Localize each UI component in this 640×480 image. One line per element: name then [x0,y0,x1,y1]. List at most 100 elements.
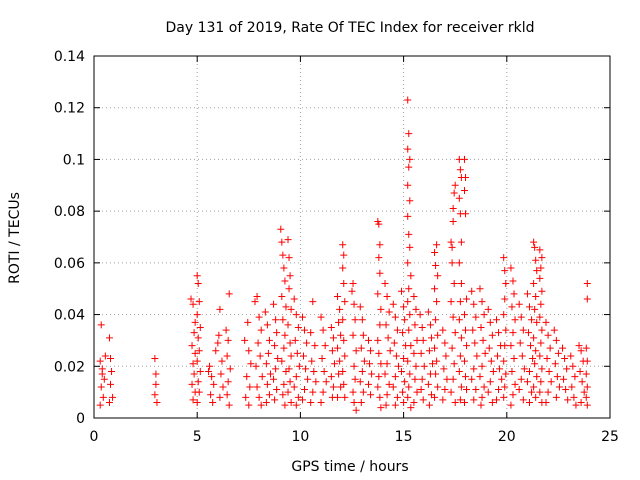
data-point [406,197,414,205]
data-point [404,145,412,153]
data-point [225,401,233,409]
data-point [509,329,517,337]
data-point [425,401,433,409]
data-point [443,375,451,383]
data-point [406,155,414,163]
data-point [567,352,575,360]
data-point [501,383,509,391]
data-point [425,347,433,355]
data-point [319,326,327,334]
data-point [542,398,550,406]
data-point [224,336,232,344]
data-point [552,393,560,401]
data-point [533,267,541,275]
data-point [223,391,231,399]
data-point [377,404,385,412]
data-point [389,383,397,391]
data-point [537,300,545,308]
data-point [196,324,204,331]
data-point [487,357,495,365]
data-point [420,362,428,370]
data-point [265,391,273,399]
data-point [377,305,385,313]
data-point [472,313,480,321]
data-point [285,365,293,373]
data-point [432,370,440,378]
data-point [386,347,394,355]
data-point [309,388,317,396]
x-tick-label: 0 [90,429,99,445]
data-point [335,318,343,326]
data-point [507,264,515,272]
data-point [265,336,273,344]
data-point [270,375,278,383]
data-point [480,311,488,319]
data-point [555,383,563,391]
data-point [492,396,500,404]
data-point [449,313,457,321]
data-point [582,393,590,401]
data-point [583,295,591,303]
data-point [407,272,415,280]
data-point [577,347,585,355]
data-point [271,396,279,404]
data-point [532,393,540,401]
data-point [478,393,486,401]
data-point [463,295,471,303]
data-point [410,292,418,300]
data-point [278,357,286,365]
data-point [500,393,508,401]
data-point [500,254,508,262]
data-point [569,362,577,370]
data-point [224,378,232,386]
data-point [411,321,419,329]
data-point [526,303,534,311]
data-point [282,303,290,311]
data-point [501,295,509,303]
data-point [561,355,569,363]
data-point [381,370,389,378]
data-point [472,386,480,394]
data-point [410,398,418,406]
data-point [336,357,344,365]
data-point [572,401,580,409]
data-point [460,155,468,163]
data-point [393,393,401,401]
data-point [301,386,309,394]
data-point [538,254,546,262]
data-point [340,251,348,259]
data-point [279,316,287,324]
data-point [418,324,426,331]
data-point [406,311,414,319]
data-point [280,264,288,272]
data-point [547,378,555,386]
data-point [334,344,342,352]
data-point [434,331,442,339]
data-point [460,311,468,319]
data-point [550,326,558,334]
data-point [153,398,161,406]
data-point [243,373,251,381]
data-point [256,352,264,360]
data-point [411,375,419,383]
data-point [545,367,553,375]
data-point [244,318,252,326]
data-point [307,398,315,406]
data-point [457,238,465,246]
data-point [359,331,367,339]
data-point [457,334,465,342]
data-point [405,230,413,238]
data-point [381,280,389,288]
y-tick-label: 0.06 [54,256,85,272]
data-point [501,342,509,350]
data-point [517,313,525,321]
data-point [551,360,559,368]
data-point [100,375,108,383]
data-point [583,280,591,288]
y-tick-label: 0.14 [54,49,85,65]
data-point [515,386,523,394]
data-point [433,241,441,249]
data-point [532,347,540,355]
data-point [401,378,409,386]
data-point [107,355,115,363]
